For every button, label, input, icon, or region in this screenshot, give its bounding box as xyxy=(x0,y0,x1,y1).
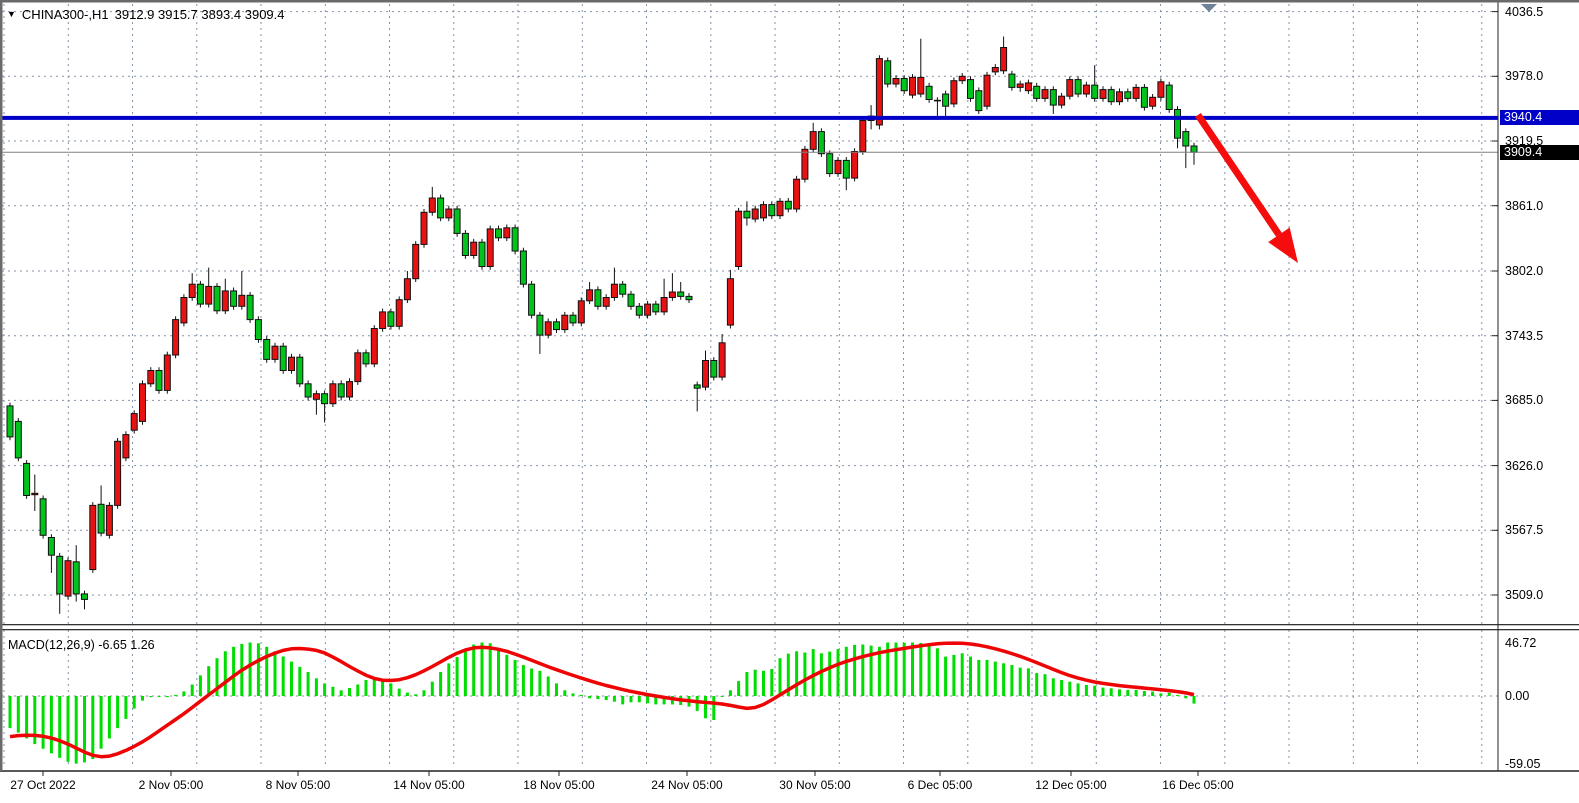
time-axis-label: 2 Nov 05:00 xyxy=(138,778,204,792)
price-axis-label: 3509.0 xyxy=(1505,588,1544,602)
macd-axis-label: -59.05 xyxy=(1505,756,1541,771)
time-axis-label: 8 Nov 05:00 xyxy=(265,778,331,792)
price-axis-label: 3685.0 xyxy=(1505,393,1544,408)
time-axis-label: 14 Nov 05:00 xyxy=(393,778,465,792)
macd-indicator-label: MACD(12,26,9) -6.65 1.26 xyxy=(8,638,155,652)
time-axis-label: 24 Nov 05:00 xyxy=(651,778,723,792)
price-axis-label: 3626.0 xyxy=(1505,458,1544,473)
time-axis-label: 16 Dec 05:00 xyxy=(1162,778,1234,792)
price-axis-label: 3743.5 xyxy=(1505,328,1544,343)
current-price-badge: 3909.4 xyxy=(1500,144,1579,160)
time-axis-label: 30 Nov 05:00 xyxy=(779,778,851,792)
time-axis-label: 12 Dec 05:00 xyxy=(1035,778,1107,792)
price-axis-label: 3861.0 xyxy=(1505,198,1544,213)
macd-axis-label: 46.72 xyxy=(1505,635,1537,650)
scroll-to-end-marker[interactable] xyxy=(1201,4,1217,12)
dropdown-triangle-icon[interactable]: ▼ xyxy=(7,8,16,19)
price-axis-label: 3919.5 xyxy=(1505,134,1544,148)
time-axis-label: 18 Nov 05:00 xyxy=(523,778,595,792)
quote-ohlc-label: 3912.9 3915.7 3893.4 3909.4 xyxy=(114,7,285,22)
blue-line-price-badge: 3940.4 xyxy=(1500,110,1579,126)
price-axis-label: 4036.5 xyxy=(1505,4,1544,19)
time-axis-label: 6 Dec 05:00 xyxy=(907,778,973,792)
chart-title: ▼ CHINA300-,H1 3912.9 3915.7 3893.4 3909… xyxy=(7,7,285,22)
symbol-period-label: CHINA300-,H1 xyxy=(21,7,109,22)
macd-axis-label: 0.00 xyxy=(1505,689,1530,703)
price-axis-label: 3802.0 xyxy=(1505,264,1544,278)
price-axis-label: 3567.5 xyxy=(1505,523,1544,538)
down-arrow-annotation[interactable] xyxy=(1195,113,1298,263)
price-axis-label: 3978.0 xyxy=(1505,69,1544,84)
horizontal-line-3940[interactable] xyxy=(0,115,1498,120)
time-axis-label: 27 Oct 2022 xyxy=(10,778,76,792)
